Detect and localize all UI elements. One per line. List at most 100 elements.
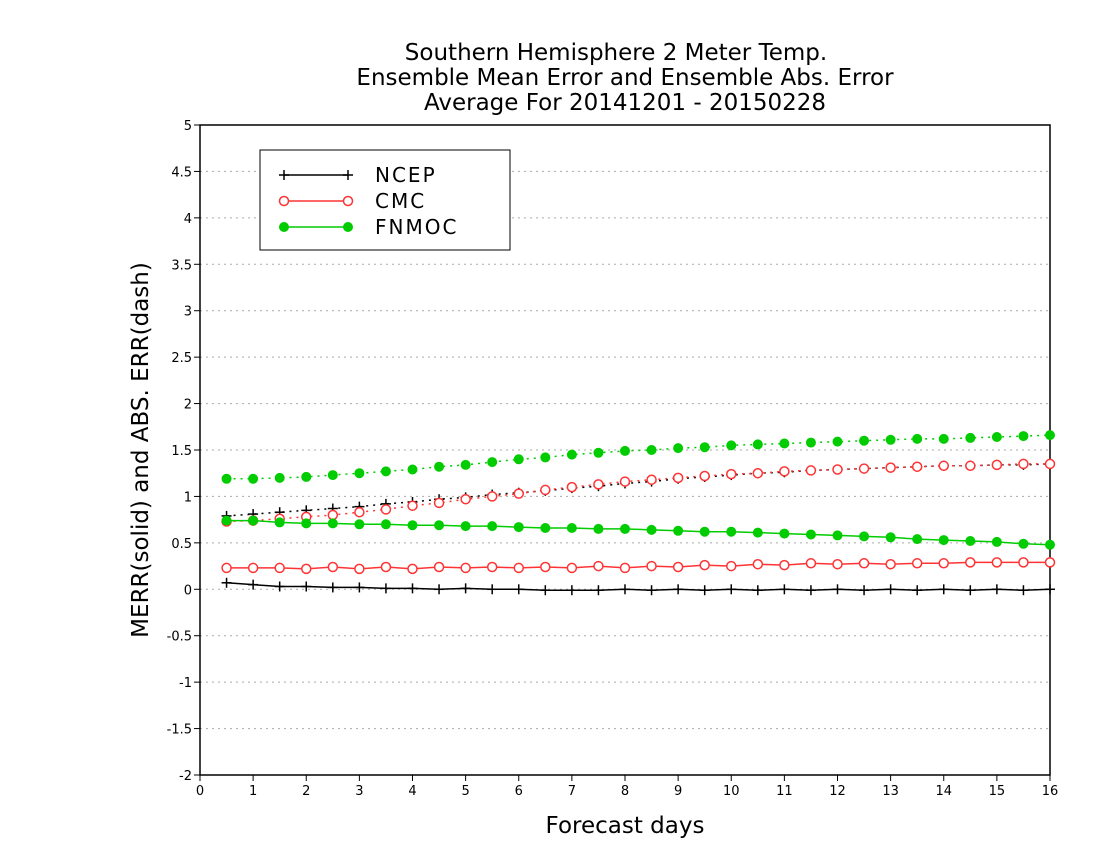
x-tick-label: 0: [196, 784, 204, 799]
series-fnmoc-abs-err-point: [1045, 430, 1055, 441]
series-ncep-merr-point: [779, 584, 790, 595]
series-cmc-abs-err-line: [226, 463, 1050, 523]
series-fnmoc-abs-err-point: [434, 461, 445, 472]
series-cmc-merr-point: [832, 558, 843, 570]
series-fnmoc-merr-point: [274, 517, 285, 528]
series-ncep-merr-point: [274, 581, 285, 592]
series-fnmoc-abs-err-point: [274, 472, 285, 483]
series-cmc-merr-point: [433, 561, 445, 573]
series-cmc-merr-point: [646, 560, 657, 572]
series-cmc-abs-err-point: [513, 488, 524, 499]
legend-label-fnmoc: FNMOC: [375, 215, 458, 239]
series-cmc-merr-point: [619, 562, 631, 574]
series-fnmoc-abs-err-point: [407, 464, 418, 475]
series-cmc-abs-err-point: [540, 484, 551, 496]
y-tick-label: 2: [184, 398, 192, 413]
series-cmc-abs-err-point: [779, 466, 790, 477]
series-ncep-merr-point: [434, 584, 445, 595]
series-fnmoc-abs-err-point: [566, 449, 577, 460]
y-tick-label: -0.5: [167, 630, 192, 645]
series-fnmoc-abs-err-line: [226, 434, 1051, 480]
series-cmc-abs-err-point: [619, 476, 631, 487]
legend-item-cmc: CMC: [278, 189, 424, 213]
y-tick-label: 1.5: [171, 444, 192, 459]
series-cmc-merr-point: [593, 560, 604, 572]
series-ncep-merr-point: [248, 579, 259, 590]
series-cmc-merr-point: [1018, 557, 1029, 568]
series-fnmoc-merr-point: [221, 515, 232, 526]
series-fnmoc-merr-point: [1018, 538, 1029, 549]
series-ncep-merr-point: [380, 583, 391, 594]
series-cmc-abs-err-point: [991, 459, 1003, 471]
series-fnmoc-abs-err-point: [487, 457, 498, 468]
series-cmc: [221, 458, 1056, 575]
series-fnmoc-abs-err-point: [912, 433, 923, 444]
y-tick-label: 1: [184, 490, 192, 505]
series-fnmoc-abs-err-point: [301, 471, 312, 482]
series-cmc-abs-err-point: [858, 463, 870, 474]
series-cmc-merr-point: [301, 563, 312, 575]
series-ncep-merr-point: [221, 577, 232, 588]
x-tick-label: 5: [461, 784, 469, 799]
series-fnmoc-merr-point: [434, 520, 445, 531]
series-cmc-merr-point: [779, 559, 790, 571]
series-fnmoc-merr-point: [726, 526, 737, 537]
series-ncep-merr-point: [620, 584, 630, 595]
series-fnmoc-merr-point: [938, 535, 949, 546]
series-fnmoc-merr-point: [620, 523, 630, 534]
series-cmc-abs-err-point: [1044, 458, 1056, 470]
series-ncep-merr-point: [1045, 584, 1055, 595]
series-cmc-merr-point: [805, 558, 817, 569]
series-fnmoc-merr-point: [380, 519, 391, 530]
x-tick-label: 9: [674, 784, 682, 799]
series-fnmoc-abs-err-point: [859, 435, 870, 446]
series-fnmoc-abs-err-point: [513, 454, 524, 465]
y-tick-label: 3.5: [171, 258, 192, 273]
series-cmc-merr-point: [752, 558, 764, 570]
y-tick-label: -1: [179, 676, 192, 691]
series-ncep-merr-point: [513, 584, 524, 595]
x-axis-label: Forecast days: [546, 813, 705, 839]
y-tick-label: 0.5: [171, 537, 192, 552]
series-fnmoc-abs-err-point: [248, 473, 259, 484]
y-tick-label: 2.5: [171, 351, 192, 366]
series-fnmoc-merr-point: [354, 519, 365, 530]
series-ncep-merr-point: [885, 584, 896, 595]
legend-item-ncep: NCEP: [279, 163, 437, 187]
series-fnmoc-merr-point: [513, 522, 524, 533]
series-fnmoc-abs-err-point: [380, 466, 391, 477]
series-cmc-merr-point: [327, 561, 339, 573]
series-fnmoc-abs-err-point: [1018, 431, 1029, 442]
series-ncep-merr-point: [301, 581, 312, 592]
x-tick-label: 12: [829, 784, 846, 799]
y-axis-label: MERR(solid) and ABS. ERR(dash): [128, 262, 154, 638]
series-ncep-merr-point: [859, 585, 870, 596]
series-cmc-abs-err-point: [380, 504, 392, 515]
x-tick-label: 2: [302, 784, 310, 799]
series-fnmoc-merr-point: [805, 529, 816, 540]
series-cmc-abs-err-point: [460, 493, 471, 505]
x-tick-label: 10: [723, 784, 740, 799]
chart-title-line-3: Average For 20141201 - 20150228: [424, 90, 826, 116]
legend-label-ncep: NCEP: [375, 163, 437, 187]
series-ncep-merr-point: [938, 584, 949, 595]
series-cmc-merr-point: [274, 562, 285, 574]
series-fnmoc-merr-point: [912, 534, 923, 545]
series-fnmoc-merr-point: [487, 521, 498, 532]
series-fnmoc-merr-point: [991, 536, 1002, 547]
x-tick-label: 8: [621, 784, 629, 799]
series-cmc-merr-point: [566, 562, 578, 574]
y-tick-label: -2: [179, 769, 192, 784]
series-cmc-merr-point: [938, 558, 949, 569]
series-fnmoc-merr-point: [779, 528, 790, 539]
series-cmc-merr-point: [726, 560, 737, 572]
y-tick-label: 0: [184, 583, 192, 598]
x-tick-label: 15: [989, 784, 1006, 799]
series-cmc-abs-err-point: [911, 461, 923, 472]
y-axis: 5 4.5 4 3.5 3 2.5 2 1.5 1 0.5 0 -0.5 -1 -1.5 -2: [167, 119, 200, 784]
series-fnmoc-merr-line: [226, 519, 1051, 546]
series-ncep-merr-point: [805, 585, 816, 596]
series-fnmoc-merr-point: [540, 523, 551, 533]
series-fnmoc-merr-point: [407, 520, 418, 531]
